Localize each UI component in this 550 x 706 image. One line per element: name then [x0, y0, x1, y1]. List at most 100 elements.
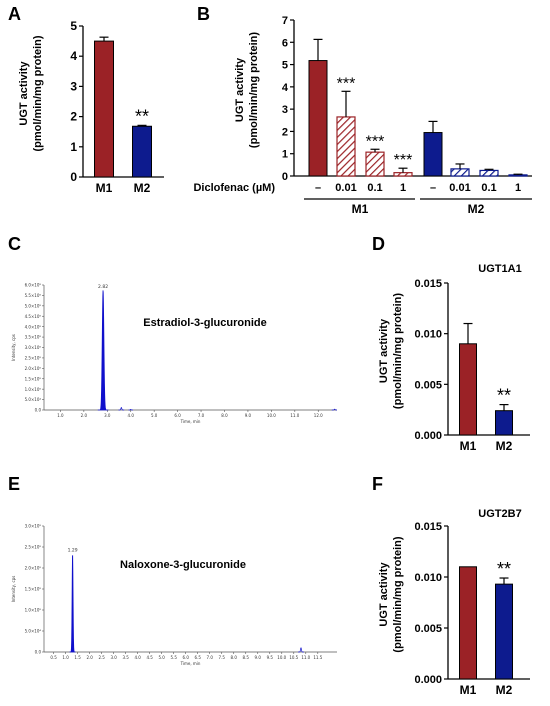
- significance-marker: ***: [394, 152, 413, 169]
- group-label: M1: [352, 202, 369, 216]
- chromatogram-main-peak: [97, 290, 109, 411]
- y-tick-label: 3.0×10⁵: [25, 524, 42, 529]
- x-tick-label: 11.0: [301, 655, 310, 660]
- y-tick-label: 4: [282, 82, 289, 94]
- y-tick-label: 4.5×10⁵: [25, 314, 42, 319]
- y-tick-label: 0.010: [414, 572, 442, 584]
- bar: [508, 174, 528, 177]
- x-tick-label: 5.5: [171, 655, 178, 660]
- y-tick-label: 1: [70, 140, 77, 154]
- x-tick-label: 8.5: [243, 655, 250, 660]
- group-label: M2: [468, 202, 485, 216]
- y-tick-label: 5.0×10⁴: [25, 397, 42, 402]
- x-axis-label: Diclofenac (µM): [193, 182, 275, 194]
- x-tick-label: 4.0: [134, 655, 141, 660]
- bar: [365, 151, 385, 177]
- x-tick-label: 2.0: [86, 655, 93, 660]
- panel-d-bar-chart: 0.000 0.005 0.010 0.015 UGT activity (pmol/mi…: [378, 263, 530, 453]
- bar: [94, 40, 114, 178]
- category-label: 1: [515, 182, 521, 194]
- chromatogram-title: Estradiol-3-glucuronide: [143, 317, 266, 329]
- panel-b-bar-chart: 0 1 2 3 4 5 6 7 UGT activity (pmol/min/mg protein…: [193, 15, 532, 216]
- x-tick-label: 1.0: [62, 655, 69, 660]
- category-label: 0.01: [449, 182, 470, 194]
- bar: [393, 172, 413, 177]
- x-tick-label: 3.0: [110, 655, 117, 660]
- y-tick-label: 2: [282, 126, 288, 138]
- panel-letter-b: B: [197, 4, 210, 24]
- y-tick-label: 0.000: [414, 674, 442, 686]
- chromatogram-main-peak: [69, 555, 76, 653]
- x-tick-label: 7.0: [207, 655, 214, 660]
- bar: [336, 116, 356, 177]
- significance-marker: ***: [337, 75, 356, 92]
- x-tick-label: 9.5: [267, 655, 274, 660]
- significance-marker: **: [497, 386, 511, 406]
- x-tick-label: 9.0: [245, 413, 252, 418]
- bar: [423, 132, 443, 177]
- y-tick-label: 2.0×10⁵: [25, 566, 42, 571]
- category-label: M2: [496, 683, 513, 697]
- y-tick-label: 2: [70, 110, 77, 124]
- panel-f-bar-chart: 0.000 0.005 0.010 0.015 UGT activity (pmol/mi…: [378, 508, 530, 697]
- x-tick-label: 12.0: [314, 413, 323, 418]
- panel-letter-f: F: [372, 474, 383, 494]
- panel-e-chromatogram: 0.0 5.0×10⁴ 1.0×10⁵ 1.5×10⁵ 2.0×10⁵ 2.5×10⁵ 3.…: [11, 524, 337, 666]
- category-label: 0.01: [335, 182, 356, 194]
- x-tick-label: 7.5: [219, 655, 226, 660]
- peak-label: 1.29: [68, 547, 78, 553]
- y-tick-label: 1.5×10⁵: [25, 376, 42, 381]
- y-tick-label: 1: [282, 149, 288, 161]
- y-axis-label: Intensity, cps: [11, 576, 16, 603]
- x-tick-label: 10.0: [267, 413, 276, 418]
- chromatogram-title: Naloxone-3-glucuronide: [120, 559, 246, 571]
- y-tick-label: 2.5×10⁵: [25, 545, 42, 550]
- x-tick-label: 10.5: [289, 655, 298, 660]
- category-label: –: [430, 182, 436, 194]
- y-tick-label: 4.0×10⁵: [25, 324, 42, 329]
- y-tick-label: 3: [70, 79, 77, 93]
- x-tick-label: 3.0: [104, 413, 111, 418]
- panel-letter-d: D: [372, 234, 385, 254]
- y-axis-label: UGT activity (pmol/min/mg protein): [18, 35, 44, 151]
- y-tick-label: 1.5×10⁵: [25, 587, 42, 592]
- panel-letter-e: E: [8, 474, 20, 494]
- x-tick-label: 4.0: [128, 413, 135, 418]
- y-tick-label: 0.0: [35, 650, 42, 655]
- x-tick-label: 1.0: [57, 413, 64, 418]
- bar: [479, 169, 499, 177]
- y-axis-label: UGT activity (pmol/min/mg protein): [378, 293, 404, 409]
- category-label: M2: [496, 439, 513, 453]
- x-tick-label: 3.5: [122, 655, 129, 660]
- panel-a-bar-chart: 0 1 2 3 4 5 UGT activity (pmol/min/mg protein) M…: [18, 19, 164, 195]
- y-tick-label: 0.000: [414, 430, 442, 442]
- y-tick-label: 1.0×10⁵: [25, 608, 42, 613]
- category-label: M1: [460, 683, 477, 697]
- x-tick-label: 6.0: [183, 655, 190, 660]
- x-tick-label: 2.5: [98, 655, 105, 660]
- significance-marker: **: [497, 559, 511, 579]
- category-label: 1: [400, 182, 406, 194]
- y-axis-label: UGT activity (pmol/min/mg protein): [234, 32, 260, 148]
- x-tick-label: 6.0: [174, 413, 181, 418]
- y-tick-label: 2.0×10⁵: [25, 366, 42, 371]
- category-label: M1: [96, 181, 113, 195]
- bar: [308, 60, 328, 177]
- y-axis-label: Intensity, cps: [11, 334, 16, 361]
- y-tick-label: 6.0×10⁵: [25, 283, 42, 288]
- x-tick-label: 11.5: [313, 655, 322, 660]
- x-tick-label: 6.5: [195, 655, 202, 660]
- panel-c-chromatogram: 0.0 5.0×10⁴ 1.0×10⁵ 1.5×10⁵ 2.0×10⁵ 2.5×10⁵ 3.…: [11, 283, 337, 424]
- bar: [495, 410, 513, 436]
- y-tick-label: 1.0×10⁵: [25, 387, 42, 392]
- category-label: M2: [134, 181, 151, 195]
- x-tick-label: 4.5: [146, 655, 153, 660]
- y-tick-label: 5.0×10⁵: [25, 303, 42, 308]
- bar: [459, 343, 477, 436]
- panel-letter-c: C: [8, 234, 21, 254]
- chromatogram-minor-peak: [298, 647, 304, 653]
- y-tick-label: 2.5×10⁵: [25, 356, 42, 361]
- y-tick-label: 0.0: [35, 408, 42, 413]
- x-tick-label: 0.5: [50, 655, 57, 660]
